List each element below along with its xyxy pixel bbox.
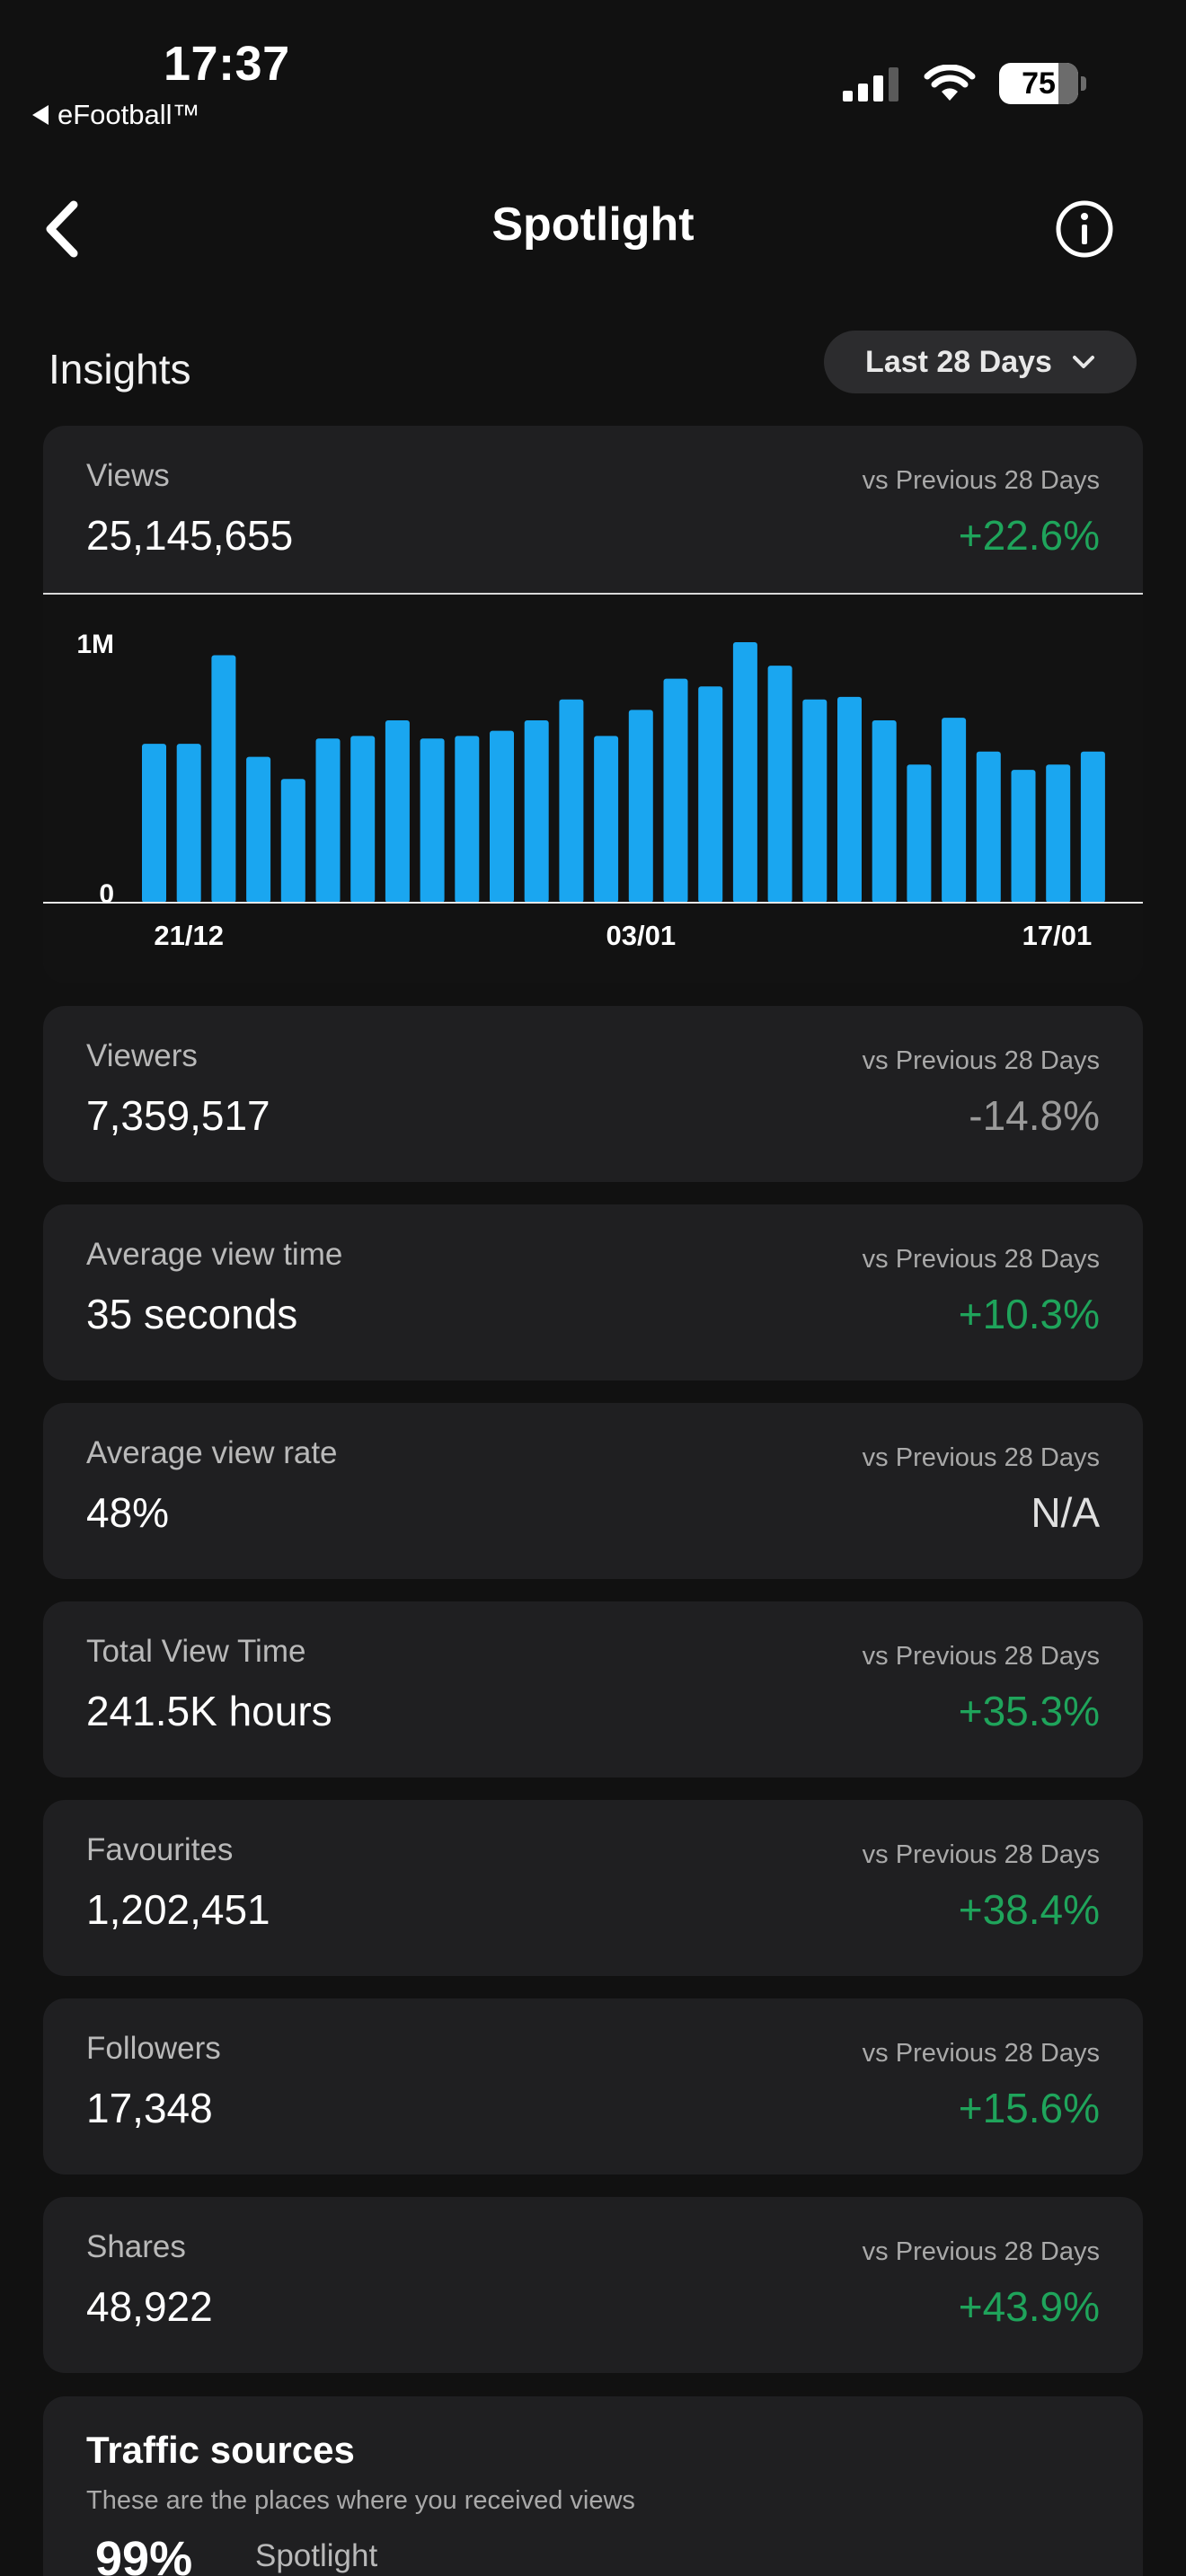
metric-compare: vs Previous 28 Days [862, 1245, 1100, 1274]
battery-nub [1081, 76, 1086, 91]
metric-value: 1,202,451 [86, 1886, 270, 1933]
chart-bar [837, 696, 862, 903]
metric-compare: vs Previous 28 Days [862, 1046, 1100, 1075]
metric-card[interactable]: Average view time 35 seconds vs Previous 2… [43, 1204, 1143, 1381]
metric-value: 48,922 [86, 2283, 213, 2330]
metric-compare: vs Previous 28 Days [862, 1840, 1100, 1869]
metric-label: Viewers [86, 1038, 198, 1073]
back-triangle-icon [32, 105, 49, 125]
metric-compare: vs Previous 28 Days [862, 2237, 1100, 2266]
chart-bar [524, 720, 549, 903]
metric-value: 241.5K hours [86, 1688, 332, 1734]
views-change: +22.6% [958, 512, 1100, 559]
chart-bar [315, 738, 341, 903]
metric-card[interactable]: Shares 48,922 vs Previous 28 Days +43.9% [43, 2197, 1143, 2373]
chevron-down-icon [1072, 356, 1094, 368]
metric-label: Total View Time [86, 1634, 306, 1669]
period-label: Last 28 Days [865, 344, 1052, 379]
metric-label: Shares [86, 2229, 186, 2264]
views-label: Views [86, 458, 170, 493]
chart-bar [594, 736, 619, 903]
traffic-sources-title: Traffic sources [86, 2429, 355, 2471]
chart-y-tick-label: 1M [76, 630, 114, 659]
chart-bar [942, 718, 967, 903]
metric-change: -14.8% [969, 1092, 1100, 1139]
chart-bar [698, 686, 723, 903]
battery-level: 75 [1022, 66, 1056, 101]
metric-value: 48% [86, 1489, 170, 1536]
chart-bar [976, 751, 1001, 903]
views-chart: 1M 0 21/12 03/01 17/01 [43, 593, 1143, 983]
metric-compare: vs Previous 28 Days [862, 1443, 1100, 1472]
chart-bar [455, 736, 480, 903]
chart-bar [872, 720, 897, 903]
metric-change: +15.6% [958, 2085, 1100, 2131]
metric-label: Average view time [86, 1237, 343, 1272]
period-dropdown[interactable]: Last 28 Days [824, 331, 1137, 393]
chart-bar [280, 779, 305, 904]
chart-bar [1011, 770, 1036, 903]
chart-bar [767, 666, 792, 903]
chart-x-tick-label: 17/01 [1022, 920, 1093, 951]
traffic-sources-subtitle: These are the places where you received … [86, 2486, 635, 2515]
chart-y-tick-label: 0 [99, 879, 114, 909]
metric-card[interactable]: Viewers 7,359,517 vs Previous 28 Days -14.8… [43, 1006, 1143, 1182]
chart-bar [732, 642, 757, 903]
info-icon[interactable] [1055, 199, 1114, 259]
metric-value: 35 seconds [86, 1291, 298, 1337]
chart-bar [350, 736, 376, 903]
metric-card[interactable]: Favourites 1,202,451 vs Previous 28 Days +3… [43, 1800, 1143, 1976]
traffic-sources-card[interactable]: Traffic sources These are the places whe… [43, 2396, 1143, 2576]
chart-bar [628, 710, 653, 903]
chart-bar [907, 764, 932, 903]
chart-bar [1046, 764, 1071, 903]
insights-heading: Insights [49, 346, 191, 393]
views-compare: vs Previous 28 Days [862, 466, 1100, 495]
metric-change: +35.3% [958, 1688, 1100, 1734]
metric-compare: vs Previous 28 Days [862, 2039, 1100, 2068]
metric-change: +10.3% [958, 1291, 1100, 1337]
chart-x-tick-label: 21/12 [154, 920, 224, 951]
chart-bar [490, 730, 514, 903]
traffic-top-percent: 99% [95, 2532, 193, 2576]
traffic-top-source: Spotlight [255, 2538, 378, 2573]
metric-change: +43.9% [958, 2283, 1100, 2330]
page-title: Spotlight [491, 198, 695, 251]
chart-bar [176, 744, 201, 903]
chevron-left-icon[interactable] [36, 198, 90, 260]
metric-change: +38.4% [958, 1886, 1100, 1933]
chart-bar [802, 699, 828, 903]
metric-label: Favourites [86, 1832, 234, 1867]
back-app-label: eFootball™ [58, 99, 200, 130]
metric-card[interactable]: Total View Time 241.5K hours vs Previous 2… [43, 1601, 1143, 1778]
back-to-app-link[interactable]: eFootball™ [32, 99, 200, 131]
metric-card[interactable]: Average view rate 48% vs Previous 28 Days N… [43, 1403, 1143, 1579]
metric-label: Average view rate [86, 1435, 338, 1470]
signal-icon [843, 67, 898, 101]
views-card[interactable]: Views 25,145,655 vs Previous 28 Days +22… [43, 426, 1143, 983]
chart-bar [559, 699, 584, 903]
chart-x-tick-label: 03/01 [606, 920, 677, 951]
chart-bar [246, 756, 271, 903]
metric-value: 17,348 [86, 2085, 213, 2131]
views-value: 25,145,655 [86, 512, 294, 559]
battery-icon: 75 [999, 63, 1086, 104]
wifi-icon [924, 65, 976, 101]
metric-compare: vs Previous 28 Days [862, 1642, 1100, 1671]
chart-bar [1080, 751, 1105, 903]
metric-change: N/A [1031, 1489, 1100, 1536]
battery-empty-segment [1058, 63, 1078, 104]
metric-label: Followers [86, 2031, 221, 2066]
chart-bar [211, 655, 236, 903]
status-icons: 75 [843, 63, 1086, 104]
views-chart-svg: 1M 0 21/12 03/01 17/01 [43, 593, 1143, 951]
metric-value: 7,359,517 [86, 1092, 270, 1139]
chart-bar [420, 738, 445, 903]
chart-bar [663, 678, 688, 903]
metric-card[interactable]: Followers 17,348 vs Previous 28 Days +15.6% [43, 1998, 1143, 2175]
status-time: 17:37 [164, 37, 290, 91]
chart-bar [142, 744, 166, 903]
chart-bar [385, 720, 410, 903]
